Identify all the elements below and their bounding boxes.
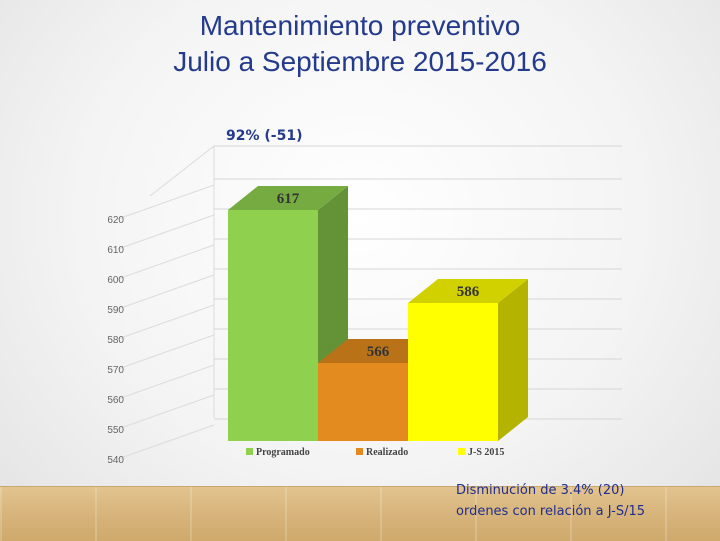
bar (408, 303, 498, 441)
data-label: 566 (367, 344, 390, 360)
chart-title-line-1: Mantenimiento preventivo (199, 10, 521, 41)
y-tick-label: 590 (107, 305, 124, 316)
callout-line-1: Disminución de 3.4% (20) (456, 483, 625, 498)
legend-swatch (356, 448, 363, 455)
legend-label: J-S 2015 (468, 447, 504, 458)
chart-title-line-2: Julio a Septiembre 2015-2016 (173, 46, 547, 77)
percentage-note: 92% (-51) (226, 128, 303, 144)
bar-side (498, 279, 528, 441)
bar (228, 210, 318, 441)
depth-gridline (117, 304, 215, 340)
y-tick-label: 620 (107, 215, 124, 226)
depth-gridline (117, 184, 215, 220)
y-tick-label: 600 (107, 275, 124, 286)
data-label: 617 (277, 191, 300, 207)
depth-gridline (117, 274, 215, 310)
bar-chart: 540 550 560 570 580 590 600 610 620 617 566 586 Prog… (107, 145, 622, 466)
wood-floor (0, 486, 720, 541)
depth-gridline (117, 334, 215, 370)
y-tick-label: 560 (107, 395, 124, 406)
y-tick-label: 550 (107, 425, 124, 436)
legend-label: Realizado (366, 447, 408, 458)
chart-title: Mantenimiento preventivo Julio a Septiem… (0, 8, 720, 80)
legend-swatch (246, 448, 253, 455)
depth-gridline (117, 214, 215, 250)
depth-gridline (117, 424, 215, 460)
callout-line-2: ordenes con relación a J-S/15 (456, 504, 645, 519)
y-tick-label: 540 (107, 455, 124, 466)
depth-gridline (117, 394, 215, 430)
depth-gridline (117, 364, 215, 400)
bar-top (408, 279, 528, 303)
callout-text: Disminución de 3.4% (20) ordenes con rel… (456, 480, 692, 522)
depth-gridline (149, 145, 215, 197)
legend-swatch (458, 448, 465, 455)
bar-top (228, 186, 348, 210)
y-tick-label: 610 (107, 245, 124, 256)
y-tick-label: 580 (107, 335, 124, 346)
data-label: 586 (457, 284, 480, 300)
y-tick-label: 570 (107, 365, 124, 376)
legend-label: Programado (256, 447, 310, 458)
depth-gridline (117, 244, 215, 280)
bar (318, 363, 408, 441)
